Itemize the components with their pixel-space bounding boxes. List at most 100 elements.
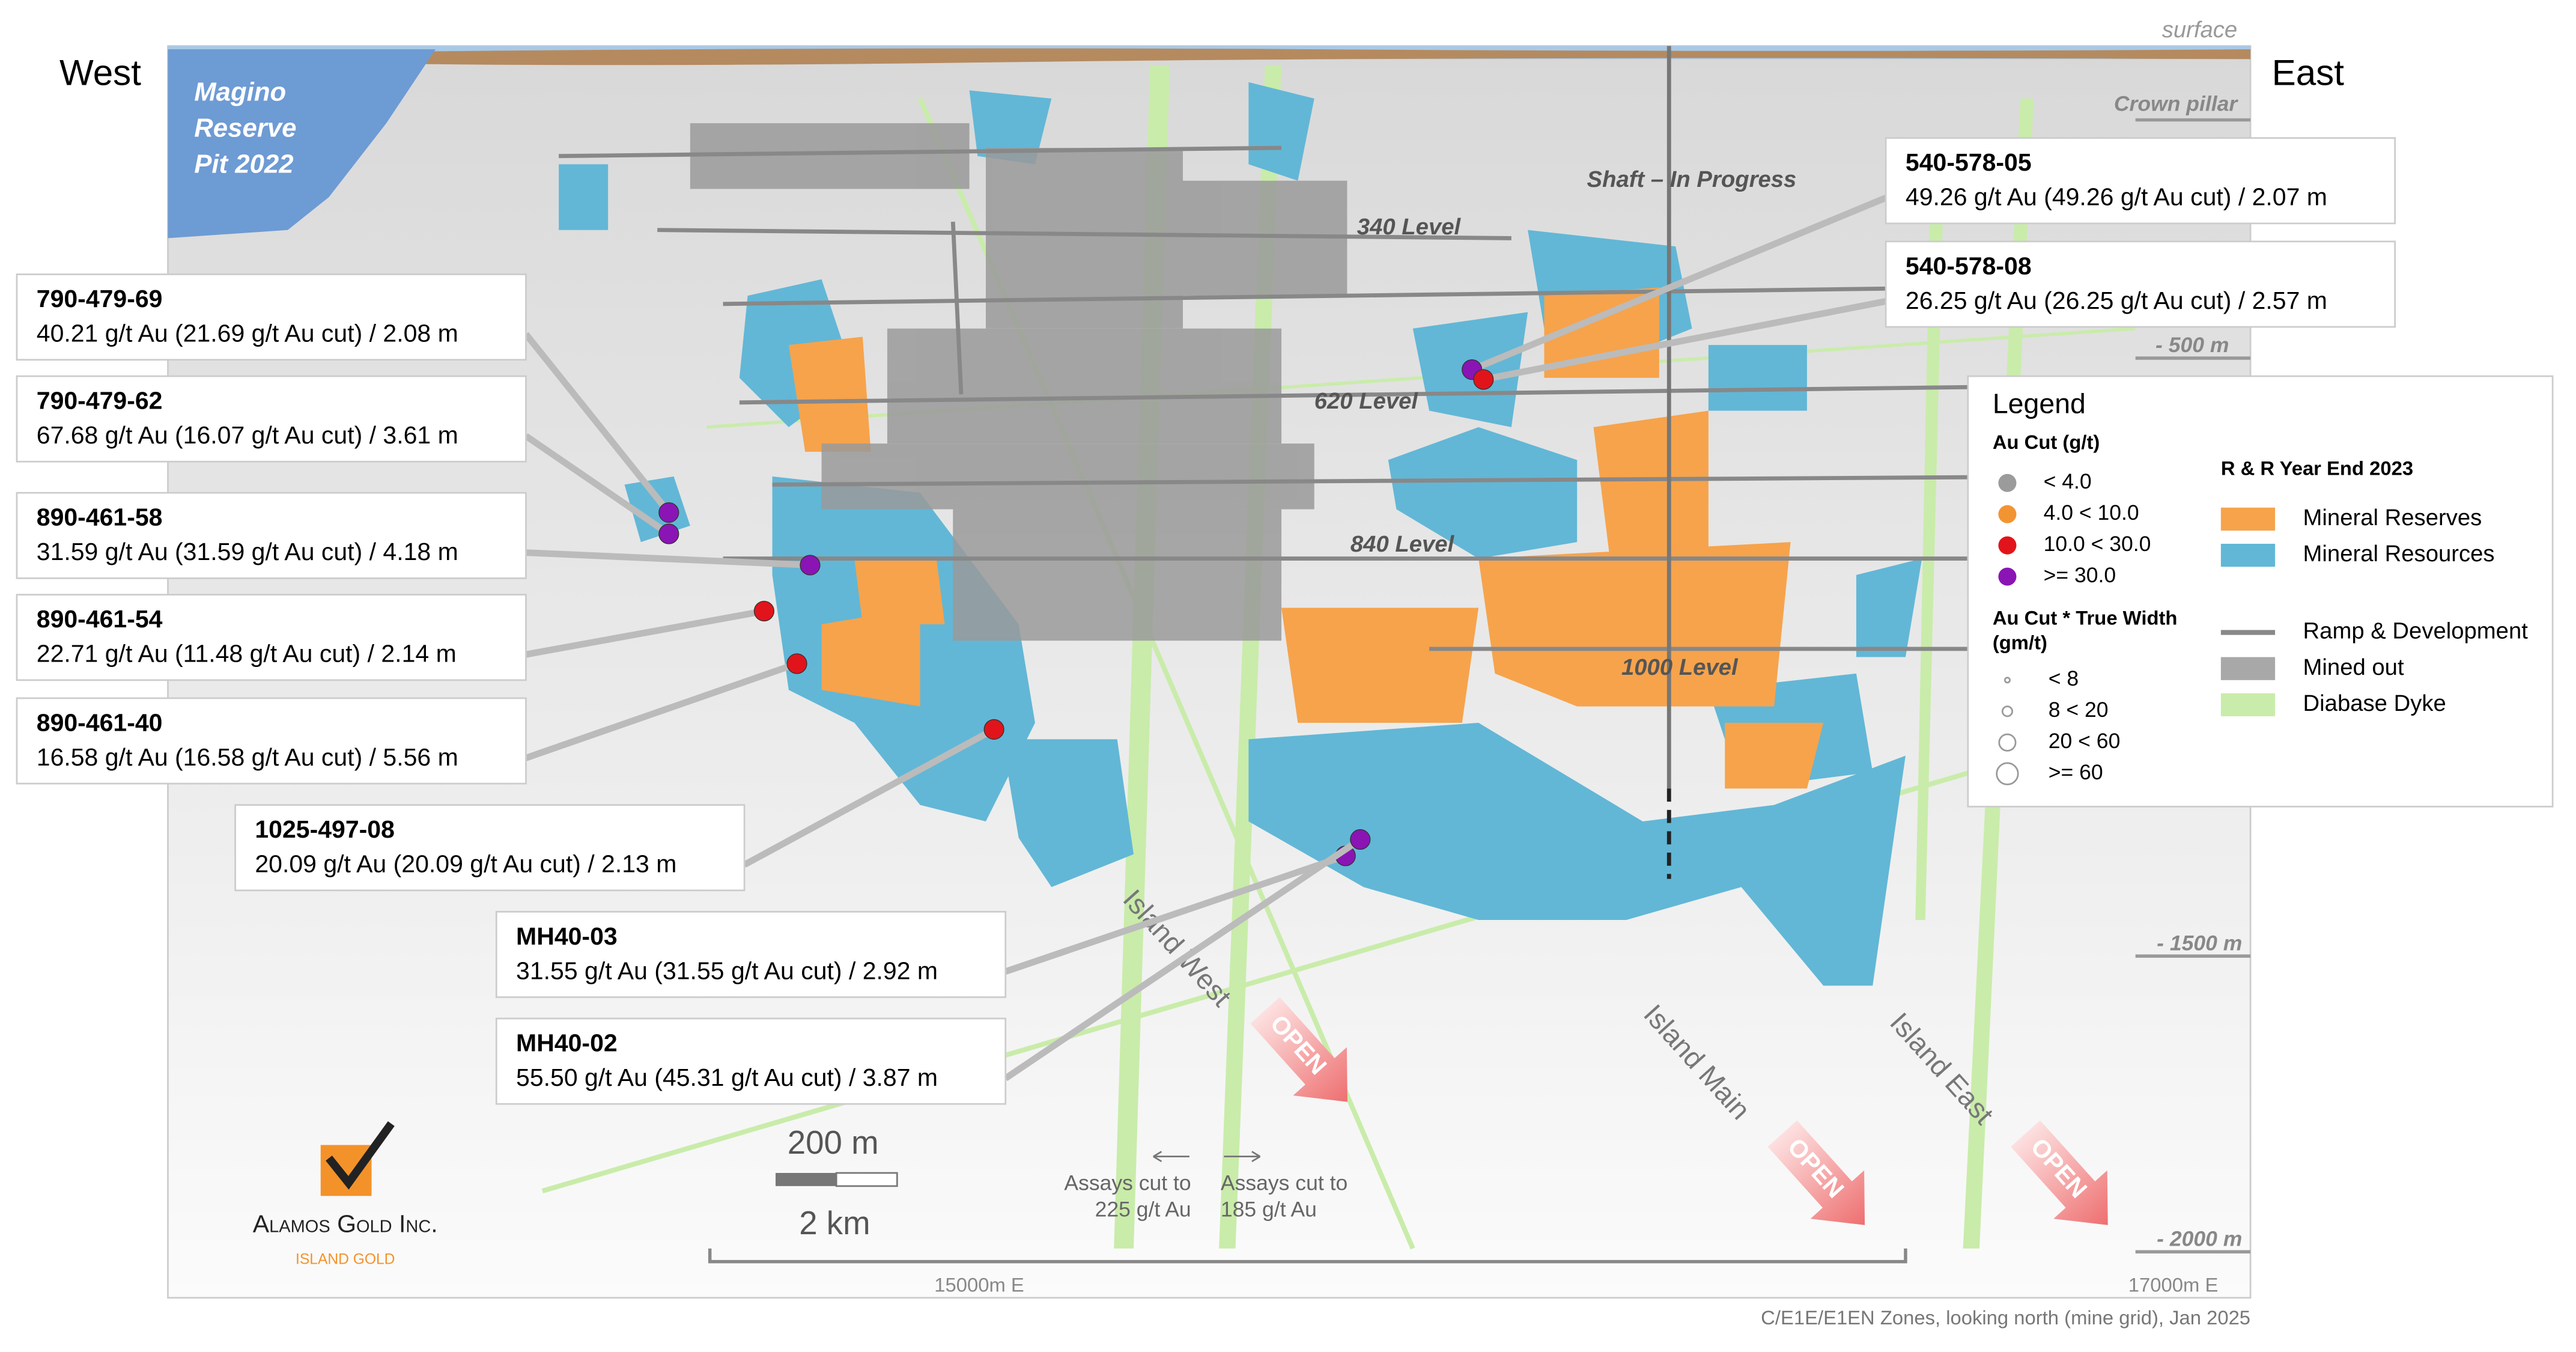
intercept-text: 31.59 g/t Au (31.59 g/t Au cut) / 4.18 m bbox=[37, 538, 458, 565]
leader-line bbox=[1471, 195, 1888, 373]
drill-intercept bbox=[1350, 829, 1371, 850]
crown-pillar-label: Crown pillar bbox=[2114, 91, 2238, 115]
legend-title: Legend bbox=[1993, 388, 2086, 419]
leader-line bbox=[523, 332, 672, 515]
legend-swatch bbox=[1998, 733, 2017, 752]
callout-box bbox=[16, 697, 527, 785]
legend-label: Mineral Resources bbox=[2303, 541, 2495, 567]
callout-box bbox=[16, 492, 527, 579]
legend-swatch bbox=[2003, 677, 2011, 684]
intercept-text: 67.68 g/t Au (16.07 g/t Au cut) / 3.61 m bbox=[37, 421, 458, 449]
callout-box bbox=[234, 804, 746, 892]
intercept-text: 40.21 g/t Au (21.69 g/t Au cut) / 2.08 m bbox=[37, 320, 458, 347]
assay-note: 225 g/t Au bbox=[1095, 1197, 1191, 1221]
logo-mark bbox=[320, 1145, 372, 1196]
depth-label: - 1500 m bbox=[2157, 931, 2242, 955]
map-shape bbox=[1593, 410, 1709, 559]
assay-arrows bbox=[1153, 1151, 1261, 1163]
hole-id: MH40-02 bbox=[516, 1029, 618, 1057]
map-shape bbox=[168, 48, 2251, 65]
leader-line bbox=[525, 607, 765, 658]
legend-swatch bbox=[1998, 536, 2017, 555]
leader-line bbox=[524, 660, 798, 761]
legend-swatch bbox=[2220, 693, 2276, 716]
drill-intercept bbox=[753, 600, 774, 622]
hole-id: MH40-03 bbox=[516, 922, 618, 950]
map-shape bbox=[168, 49, 436, 239]
legend-label: Mined out bbox=[2303, 654, 2404, 680]
depth-label: - 2000 m bbox=[2157, 1226, 2242, 1250]
map-shape bbox=[559, 145, 1282, 159]
level-label: 620 Level bbox=[1314, 388, 1419, 414]
logo-mark bbox=[326, 1121, 395, 1190]
map-shape bbox=[1388, 427, 1578, 559]
leader-line bbox=[743, 726, 996, 868]
legend-heading: R & R Year End 2023 bbox=[2221, 457, 2413, 480]
hole-id: 890-461-40 bbox=[37, 708, 163, 736]
map-shape bbox=[723, 285, 1972, 306]
level-label: 840 Level bbox=[1350, 531, 1455, 557]
legend-label: 10.0 < 30.0 bbox=[2044, 532, 2151, 556]
legend-swatch bbox=[1998, 505, 2017, 523]
callout-box bbox=[16, 273, 527, 361]
leader-line bbox=[1483, 298, 1887, 383]
intercept-text: 55.50 g/t Au (45.31 g/t Au cut) / 3.87 m bbox=[516, 1064, 938, 1091]
legend-heading: Au Cut (g/t) bbox=[1993, 431, 2100, 453]
ramp-development bbox=[559, 46, 2119, 879]
legend-label: < 8 bbox=[2049, 666, 2079, 690]
easting-label: 17000m E bbox=[2128, 1273, 2219, 1296]
map-shape bbox=[1002, 739, 1134, 888]
legend-label: >= 30.0 bbox=[2044, 563, 2116, 587]
assay-note: 185 g/t Au bbox=[1221, 1197, 1317, 1221]
map-shape bbox=[1725, 722, 1824, 789]
mineral-reserves bbox=[788, 287, 1824, 789]
map-shape bbox=[821, 607, 920, 707]
shaft-label: Shaft – In Progress bbox=[1587, 166, 1797, 192]
west-label: West bbox=[59, 53, 141, 93]
intercept-text: 22.71 g/t Au (11.48 g/t Au cut) / 2.14 m bbox=[37, 640, 457, 668]
scale-bar bbox=[776, 1173, 837, 1186]
hole-id: 1025-497-08 bbox=[255, 815, 395, 843]
legend-heading: (gm/t) bbox=[1993, 631, 2047, 653]
callout-box bbox=[1885, 240, 2396, 328]
open-arrow bbox=[2011, 1120, 2108, 1225]
legend-swatch bbox=[1998, 567, 2017, 586]
drill-intercept bbox=[786, 653, 807, 674]
legend-swatch bbox=[2220, 543, 2276, 567]
map-shape bbox=[854, 558, 945, 624]
drill-intercept bbox=[983, 719, 1004, 740]
assay-note: Assays cut to bbox=[1064, 1171, 1191, 1195]
open-arrow bbox=[1767, 1120, 1865, 1225]
leader-line bbox=[1003, 836, 1362, 1082]
intercept-text: 26.25 g/t Au (26.25 g/t Au cut) / 2.57 m bbox=[1906, 287, 2327, 314]
callout-box bbox=[16, 594, 527, 681]
map-shape bbox=[657, 228, 1511, 240]
leader-line bbox=[524, 433, 671, 537]
legend-label: Diabase Dyke bbox=[2303, 690, 2446, 716]
legend-label: Mineral Reserves bbox=[2303, 505, 2482, 531]
legend-label: < 4.0 bbox=[2044, 469, 2092, 493]
map-shape bbox=[821, 443, 1314, 510]
hole-id: 540-578-08 bbox=[1906, 252, 2032, 279]
assay-note: Assays cut to bbox=[1221, 1171, 1347, 1195]
map-shape bbox=[1708, 345, 1807, 411]
pit-label: Magino bbox=[194, 77, 286, 106]
drill-intercept bbox=[658, 523, 679, 544]
intercept-text: 20.09 g/t Au (20.09 g/t Au cut) / 2.13 m bbox=[255, 850, 676, 878]
scale-bar bbox=[835, 1172, 898, 1187]
legend-label: 4.0 < 10.0 bbox=[2044, 501, 2139, 525]
legend-swatch bbox=[1996, 762, 2019, 785]
callouts: 790-479-69 40.21 g/t Au (21.69 g/t Au cut… bbox=[16, 137, 2396, 1105]
map-shape bbox=[1856, 558, 1922, 657]
hole-id: 890-461-54 bbox=[37, 605, 163, 633]
map-shape bbox=[559, 164, 609, 230]
map-shape bbox=[950, 221, 964, 395]
legend-label: 20 < 60 bbox=[2049, 729, 2121, 753]
legend-heading: Au Cut * True Width bbox=[1993, 606, 2178, 629]
open-arrow bbox=[1250, 997, 1347, 1102]
hole-id: 540-578-05 bbox=[1906, 148, 2032, 176]
map-shape bbox=[788, 336, 871, 452]
depth-ticks bbox=[2135, 118, 2251, 1253]
map-shape bbox=[772, 474, 2103, 487]
legend: Legend Au Cut (g/t) < 4.0 4.0 < 10.0 10.0 < … bbox=[1967, 375, 2554, 808]
